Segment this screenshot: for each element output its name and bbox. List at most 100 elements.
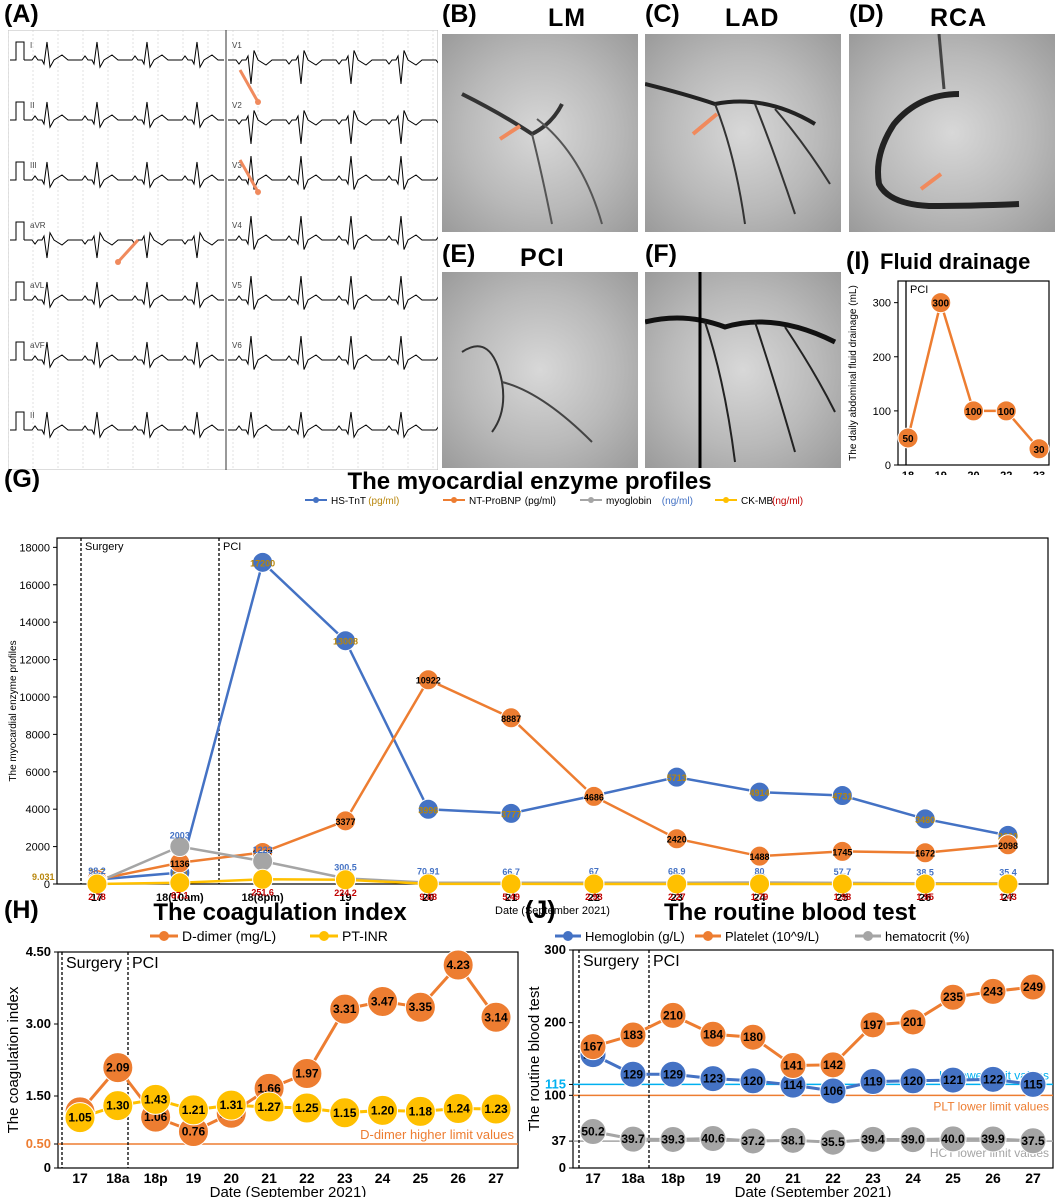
data-label: 184 (703, 1027, 723, 1041)
data-point (1019, 1127, 1047, 1155)
event-line-label: Surgery (85, 541, 124, 553)
ecg-trace (228, 155, 438, 190)
data-label: 3377 (335, 817, 355, 827)
y-tick-label: 0.50 (26, 1136, 51, 1151)
data-point (779, 1126, 807, 1154)
data-point (1019, 1070, 1047, 1098)
data-label: 9.88 (420, 892, 438, 902)
arrow-head-icon (115, 259, 121, 265)
ecg-calibration (10, 411, 25, 431)
data-point (666, 828, 688, 850)
legend-label: CK-MB (741, 496, 774, 507)
plot-frame (572, 949, 1054, 1169)
data-label: 183 (623, 1028, 643, 1042)
legend-label: D-dimer (mg/L) (182, 928, 276, 944)
data-label: 2.93 (585, 892, 603, 902)
data-label: 1.43 (144, 1092, 168, 1106)
ecg-trace (228, 110, 438, 145)
chart-g-title: The myocardial enzyme profiles (347, 468, 712, 495)
panel-label-c: (C) (645, 0, 680, 28)
ecg-tracing: I V1 II V2 III V3 aVR V4 aVL V5 aVF V6 II (8, 30, 438, 470)
data-point (480, 1001, 512, 1033)
ecg-trace (24, 231, 224, 259)
ecg-trace (24, 101, 224, 129)
data-point (779, 1052, 807, 1080)
data-point (329, 993, 361, 1025)
y-tick-label: 10000 (19, 692, 50, 704)
angiogram-post-pci-vessels (645, 272, 837, 468)
data-label: 235 (943, 990, 963, 1004)
legend-unit: (ng/ml) (772, 496, 803, 507)
data-point (859, 1011, 887, 1039)
data-label: 1.20 (371, 1103, 395, 1117)
arrow-icon (238, 69, 260, 103)
data-label: 38.5 (916, 867, 934, 877)
x-tick-label: 25 (945, 1170, 961, 1186)
data-label: 1.23 (484, 1102, 508, 1116)
data-label: 1488 (750, 852, 770, 862)
data-label: 3480 (915, 815, 935, 825)
data-label: 119 (863, 1075, 883, 1089)
data-point (480, 1093, 512, 1125)
ecg-lead-label: V2 (232, 101, 242, 110)
event-line-label: Surgery (583, 953, 639, 970)
data-point (619, 1060, 647, 1088)
legend-unit: (ng/ml) (662, 496, 693, 507)
data-label: 1222 (253, 845, 273, 855)
data-point (914, 873, 936, 895)
legend-label: myoglobin (606, 496, 652, 507)
x-tick-label: 19 (339, 892, 351, 904)
data-point (819, 1051, 847, 1079)
ecg-frame (8, 30, 438, 470)
y-tick-label: 37 (552, 1133, 566, 1148)
data-label: 210 (663, 1008, 683, 1022)
y-tick-label: 115 (545, 1076, 566, 1091)
data-label: 3.14 (484, 1010, 508, 1024)
chart-coagulation-index: D-dimer (mg/L) PT-INR 0 0.50 1.50 3.00 4.50 17 1… (5, 928, 519, 1197)
data-label: 2420 (667, 835, 687, 845)
data-label: 197 (863, 1018, 883, 1032)
data-label: 180 (743, 1030, 763, 1044)
y-tick-label: 6000 (26, 767, 50, 779)
y-tick-label: 12000 (19, 655, 50, 667)
data-label: 300.5 (334, 862, 357, 872)
data-point (583, 785, 605, 807)
data-point (291, 1057, 323, 1089)
y-tick-label: 14000 (19, 617, 50, 629)
plot-frame (897, 280, 1050, 466)
legend-marker (451, 497, 457, 503)
data-point (253, 1091, 285, 1123)
ecg-lead-label: II (30, 411, 34, 420)
legend-unit: (pg/ml) (525, 496, 556, 507)
data-point (442, 949, 474, 981)
data-label: 68.9 (668, 867, 686, 877)
ecg-trace (228, 335, 438, 370)
event-line-label: PCI (132, 955, 159, 972)
y-tick-label: 0 (885, 460, 891, 472)
ecg-lead-label: II (30, 101, 34, 110)
y-tick-label: 200 (873, 352, 891, 364)
data-point (579, 1033, 607, 1061)
legend-marker (159, 931, 169, 941)
y-tick-label: 0 (44, 879, 50, 891)
data-label: 39.0 (901, 1133, 925, 1147)
plot-frame (57, 951, 519, 1169)
y-axis-label: The coagulation index (5, 986, 22, 1133)
panel-label-d: (D) (849, 0, 884, 28)
arrow-icon (498, 124, 522, 141)
data-point (102, 1090, 134, 1122)
arrow-head-icon (255, 99, 261, 105)
chart-i-title: Fluid drainage (880, 249, 1031, 274)
x-tick-label: 18(8pm) (242, 892, 285, 904)
panel-label-h: (H) (4, 896, 39, 924)
data-label: 39.3 (661, 1132, 685, 1146)
ecg-trace (228, 215, 438, 250)
data-label: 37.5 (1021, 1134, 1045, 1148)
series-line (96, 559, 1009, 881)
data-point (177, 1094, 209, 1126)
panel-label-e: (E) (442, 240, 476, 268)
data-label: 8887 (501, 714, 521, 724)
ecg-calibration (10, 281, 25, 301)
angiogram-lad-vessels (645, 82, 831, 225)
chart-fluid-drainage: 01002003001819202223Date (September 2021… (848, 280, 1050, 475)
